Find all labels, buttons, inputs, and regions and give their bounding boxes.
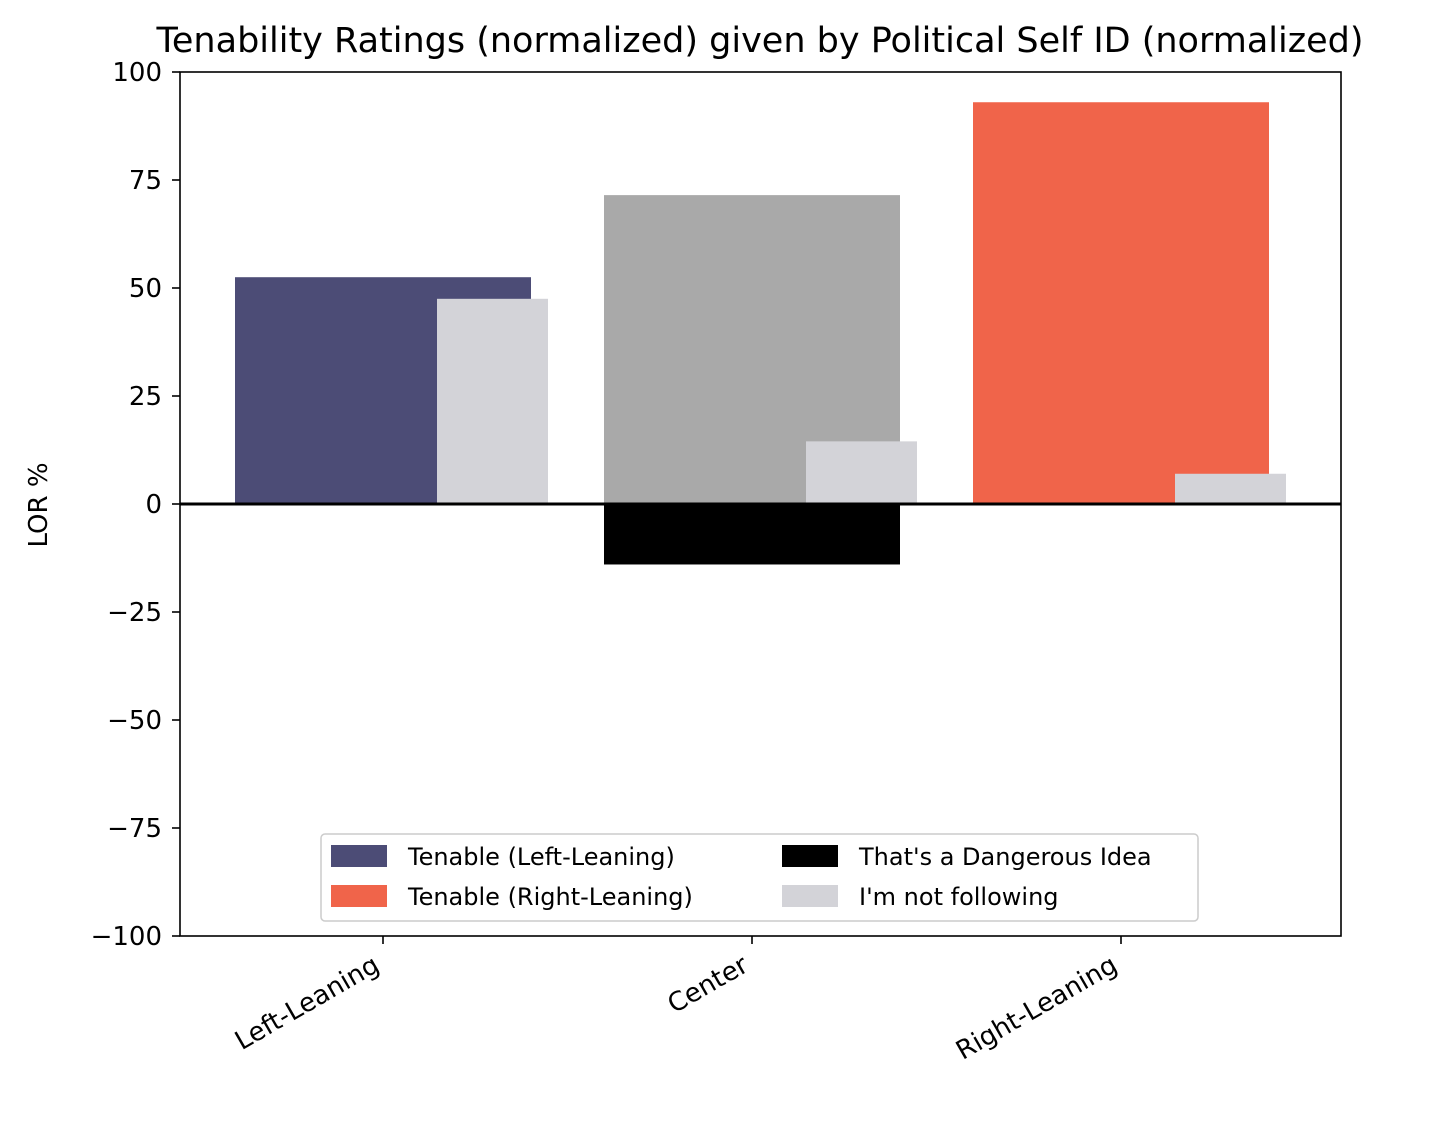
legend-swatch-not-following: [782, 885, 838, 907]
bar-not-following-left-leaning: [437, 298, 548, 504]
y-tick-label: 25: [129, 382, 162, 412]
chart-title: Tenability Ratings (normalized) given by…: [155, 21, 1363, 61]
y-tick-label: −25: [107, 598, 162, 628]
legend-swatch-tenable-right: [331, 885, 387, 907]
y-tick-label: −50: [107, 706, 162, 736]
y-tick-label: 0: [145, 490, 162, 520]
y-tick-label: 100: [112, 58, 162, 88]
bar-dangerous-center: [604, 504, 900, 565]
y-tick-label: −100: [91, 922, 162, 952]
bar-not-following-center: [806, 441, 917, 504]
legend-label-tenable-left: Tenable (Left-Leaning): [407, 843, 675, 871]
y-tick-label: 75: [129, 166, 162, 196]
bar-not-following-right-leaning: [1175, 473, 1286, 504]
legend-swatch-tenable-left: [331, 845, 387, 867]
legend: Tenable (Left-Leaning) That's a Dangerou…: [320, 833, 1199, 922]
legend-label-tenable-right: Tenable (Right-Leaning): [407, 883, 693, 911]
legend-label-not-following: I'm not following: [859, 883, 1059, 911]
legend-swatch-dangerous: [782, 845, 838, 867]
bars-group: [235, 102, 1286, 565]
legend-label-dangerous: That's a Dangerous Idea: [858, 843, 1152, 871]
y-tick-label: −75: [107, 814, 162, 844]
plot-frame: [179, 71, 1342, 937]
legend-box: [320, 833, 1199, 922]
y-axis-label: LOR %: [24, 462, 54, 547]
bar-tenable-right-leaning: [973, 102, 1269, 505]
y-ticks: 100 75 50 25 0 −25 −50 −75 −100: [91, 58, 180, 952]
y-tick-label: 50: [129, 274, 162, 304]
